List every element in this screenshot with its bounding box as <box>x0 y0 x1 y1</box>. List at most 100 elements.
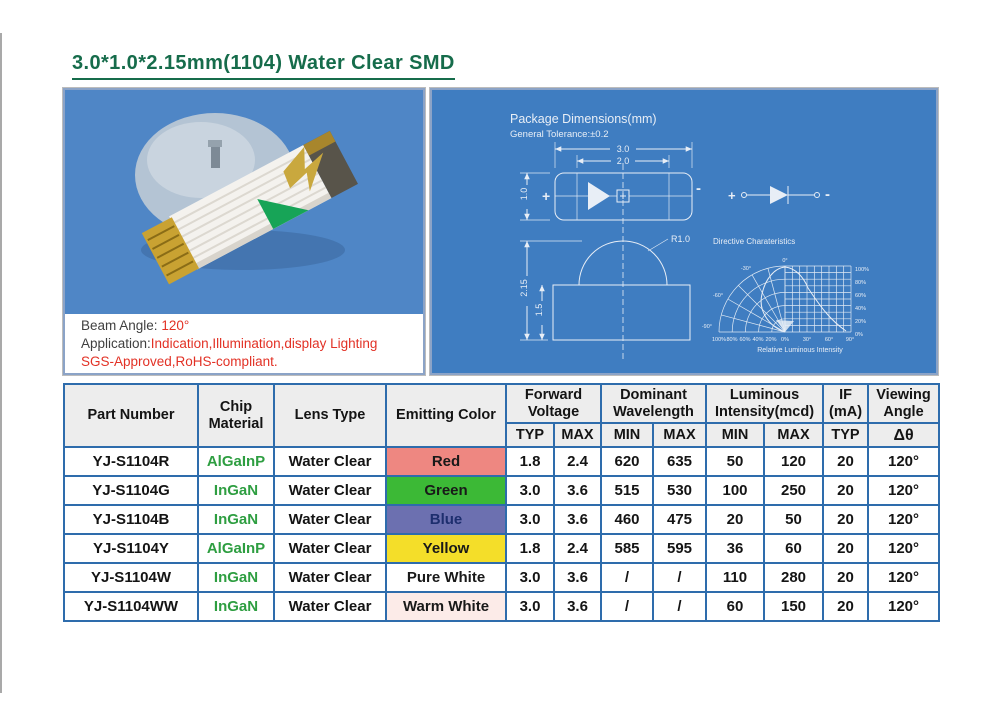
dim-2-0: 2.0 <box>617 156 630 166</box>
value-cell: 3.0 <box>505 504 555 535</box>
value-cell: 3.0 <box>505 591 555 622</box>
lens-type-cell: Water Clear <box>273 475 387 506</box>
col-header-lens-type: Lens Type <box>273 383 387 448</box>
sub-header-4: MIN <box>705 422 766 448</box>
col-header-luminous-intensity: Luminous Intensity(mcd) <box>705 383 825 424</box>
value-cell: 120° <box>867 475 941 506</box>
green-chip-mark <box>257 198 309 229</box>
led-body <box>141 130 358 285</box>
col-header-dominant-wavelength: Dominant Wavelength <box>599 383 708 424</box>
led-product-photo <box>65 90 423 315</box>
schematic-symbol: + - <box>728 186 830 204</box>
beam-angle-label: Beam Angle: <box>81 318 158 333</box>
application-label: Application: <box>81 336 151 351</box>
emitting-color-cell: Warm White <box>385 591 507 622</box>
dim-1-5: 1.5 <box>534 304 544 317</box>
chip-material-cell: InGaN <box>197 591 275 622</box>
col-header-emitting-color: Emitting Color <box>385 383 507 448</box>
lens-type-cell: Water Clear <box>273 562 387 593</box>
polar-label: -90° <box>702 324 712 330</box>
emitting-color-cell: Green <box>385 475 507 506</box>
value-cell: 1.8 <box>505 533 555 564</box>
polar-label: -60° <box>713 293 723 299</box>
polar-label: 60% <box>855 293 866 299</box>
dimensions-heading: Package Dimensions(mm) <box>510 112 657 126</box>
polar-label: 90° <box>846 337 854 343</box>
value-cell: 50 <box>705 446 766 477</box>
value-cell: 100 <box>705 475 766 506</box>
polar-label: 40% <box>855 306 866 312</box>
value-cell: 20 <box>705 504 766 535</box>
package-dimensions-panel: Package Dimensions(mm) General Tolerance… <box>429 87 939 376</box>
table-row: YJ-S1104G InGaN Water Clear Green 3.0 3.6 515 5… <box>63 475 941 506</box>
value-cell: 530 <box>651 475 708 506</box>
dim-3-0: 3.0 <box>617 144 630 154</box>
value-cell: 1.8 <box>505 446 555 477</box>
sub-header-5: MAX <box>763 422 825 448</box>
group-header-row: Part Number Chip Material Lens Type Emit… <box>63 383 941 448</box>
polar-label: 100% <box>712 337 726 343</box>
polar-title: Directive Charateristics <box>713 237 795 246</box>
anode-plus: + <box>542 188 550 204</box>
cathode-minus: - <box>696 180 701 197</box>
value-cell: 20 <box>822 562 870 593</box>
sub-header-0: TYP <box>505 422 555 448</box>
product-photo-panel: Beam Angle: 120° Application:Indication,… <box>62 87 426 376</box>
gold-star-mark <box>283 146 324 192</box>
table-row: YJ-S1104R AlGaInP Water Clear Red 1.8 2.4 620 6… <box>63 446 941 477</box>
sub-header-row: TYP MAX MIN MAX MIN MAX TYP Δθ <box>64 422 941 448</box>
value-cell: 20 <box>822 446 870 477</box>
sub-header-7: Δθ <box>867 422 941 448</box>
dim-1-0: 1.0 <box>519 188 529 201</box>
beam-angle-value: 120° <box>161 318 190 333</box>
application-line: Application:Indication,Illumination,disp… <box>81 335 423 353</box>
value-cell: 595 <box>651 533 708 564</box>
value-cell: 60 <box>763 533 825 564</box>
polar-label: 100% <box>855 267 869 273</box>
polar-label: 60° <box>825 337 833 343</box>
dimensions-drawing: Package Dimensions(mm) General Tolerance… <box>510 112 869 362</box>
beam-angle-line: Beam Angle: 120° <box>81 317 423 335</box>
tolerance-note: General Tolerance:±0.2 <box>510 129 609 140</box>
schematic-minus: - <box>825 186 830 203</box>
value-cell: 620 <box>600 446 654 477</box>
polar-label: 80% <box>855 280 866 286</box>
dim-radius: R1.0 <box>671 234 690 244</box>
value-cell: 20 <box>822 533 870 564</box>
value-cell: 2.4 <box>553 533 602 564</box>
schematic-plus: + <box>728 188 736 203</box>
value-cell: 515 <box>600 475 654 506</box>
chip-material-cell: InGaN <box>197 504 275 535</box>
col-header-forward-voltage: Forward Voltage <box>505 383 602 424</box>
value-cell: 635 <box>651 446 708 477</box>
value-cell: 3.6 <box>553 504 602 535</box>
value-cell: 460 <box>600 504 654 535</box>
polar-label: 30° <box>803 337 811 343</box>
emitting-color-cell: Red <box>385 446 507 477</box>
polar-label: 40% <box>752 337 763 343</box>
emitting-color-cell: Blue <box>385 504 507 535</box>
lens-type-cell: Water Clear <box>273 504 387 535</box>
application-value: Indication,Illumination,display Lighting <box>150 336 378 351</box>
col-header-part-number: Part Number <box>63 383 199 448</box>
dim-2-15: 2.15 <box>519 279 529 297</box>
value-cell: 110 <box>705 562 766 593</box>
chip-material-cell: InGaN <box>197 562 275 593</box>
table-row: YJ-S1104B InGaN Water Clear Blue 3.0 3.6 460 47… <box>63 504 941 535</box>
part-number-cell: YJ-S1104WW <box>63 591 199 622</box>
value-cell: / <box>600 591 654 622</box>
chip-material-cell: AlGaInP <box>197 446 275 477</box>
value-cell: 120 <box>763 446 825 477</box>
value-cell: 20 <box>822 504 870 535</box>
value-cell: 60 <box>705 591 766 622</box>
value-cell: 3.6 <box>553 562 602 593</box>
value-cell: 120° <box>867 533 941 564</box>
sub-header-2: MIN <box>600 422 654 448</box>
value-cell: 3.6 <box>553 475 602 506</box>
top-view-drawing: 3.0 2.0 1.0 + - <box>519 142 701 221</box>
col-header-if-ma: IF (mA) <box>822 383 870 424</box>
value-cell: 475 <box>651 504 708 535</box>
value-cell: 2.4 <box>553 446 602 477</box>
value-cell: 250 <box>763 475 825 506</box>
side-view-drawing: 2.15 1.5 R1.0 <box>519 164 691 362</box>
